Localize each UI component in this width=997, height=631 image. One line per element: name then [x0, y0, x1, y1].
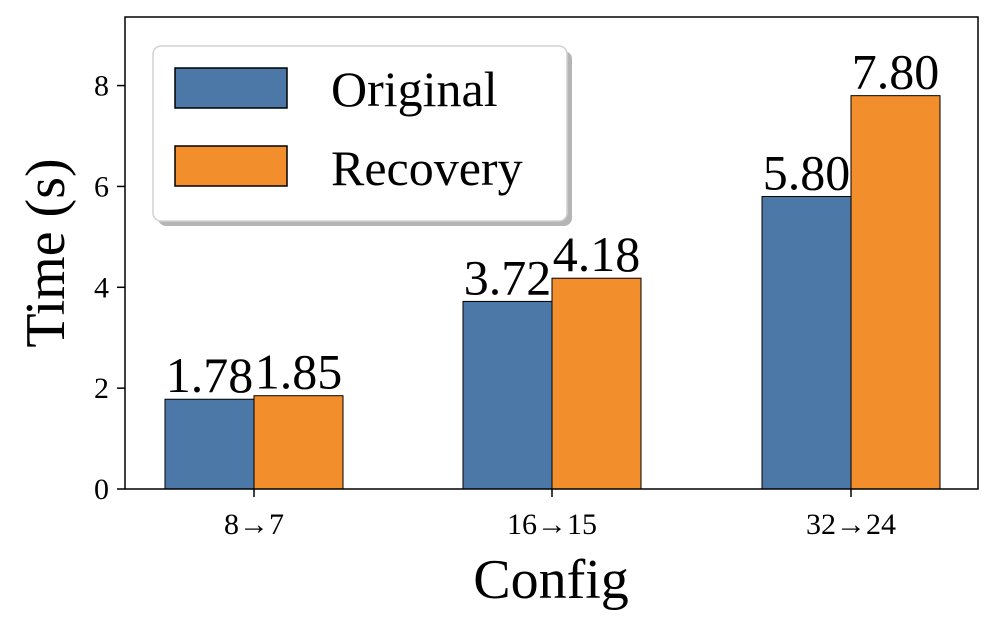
y-tick-label-4: 8 — [94, 70, 109, 103]
y-tick-label-0: 0 — [94, 473, 109, 506]
bar-value-label-recovery-2: 7.80 — [852, 44, 940, 100]
legend-label-recovery: Recovery — [331, 140, 523, 196]
bar-recovery-1 — [551, 277, 642, 490]
bar-value-label-recovery-0: 1.85 — [255, 344, 343, 400]
y-axis: 0 2 4 6 8 — [94, 70, 125, 506]
x-tick-label-2: 32→24 — [806, 508, 896, 541]
x-axis: 8→7 16→15 32→24 — [224, 489, 896, 541]
bar-value-label-original-0: 1.78 — [166, 347, 254, 403]
x-tick-label-1: 16→15 — [507, 508, 597, 541]
bar-value-label-original-2: 5.80 — [763, 145, 851, 201]
x-tick-label-0: 8→7 — [224, 508, 284, 541]
y-axis-label: Time (s) — [15, 158, 77, 347]
bar-value-labels: 1.78 1.85 3.72 4.18 5.807.80 — [166, 44, 940, 404]
bar-recovery-2 — [850, 95, 941, 490]
y-tick-label-3: 6 — [94, 170, 109, 203]
bar-value-label-recovery-1: 4.18 — [553, 226, 641, 282]
bar-original-1 — [462, 300, 553, 490]
legend-swatch-original — [174, 67, 288, 109]
legend-swatch-recovery — [174, 145, 288, 187]
bar-value-label-original-1: 3.72 — [464, 249, 552, 305]
legend-label-original: Original — [331, 61, 498, 117]
bar-original-0 — [164, 398, 255, 490]
bar-original-2 — [761, 196, 852, 490]
bar-recovery-0 — [253, 395, 344, 490]
y-tick-label-2: 4 — [94, 271, 109, 304]
x-axis-label: Config — [473, 549, 629, 611]
bars-layer — [164, 95, 941, 490]
y-tick-label-1: 2 — [94, 372, 109, 405]
legend: Original Recovery — [152, 45, 572, 226]
